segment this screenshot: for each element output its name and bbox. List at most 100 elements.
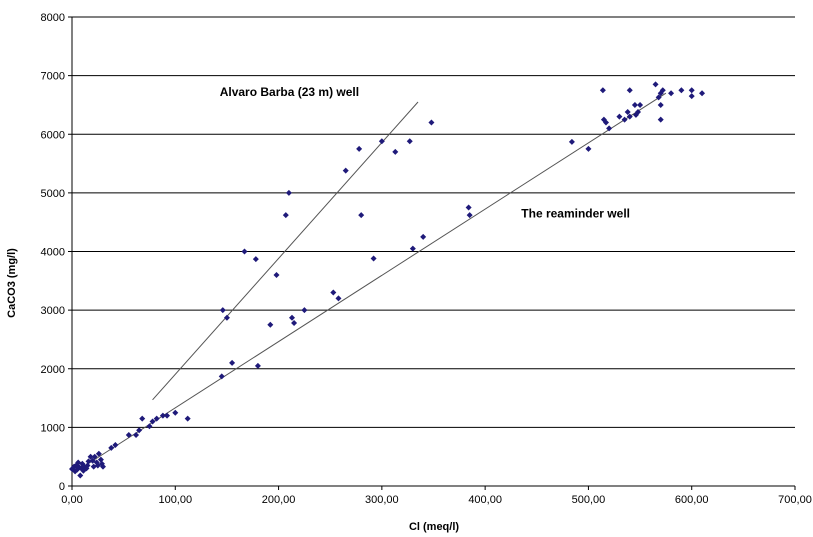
data-point [678,87,685,94]
data-point [699,90,706,97]
data-point [655,94,662,101]
data-point [159,412,166,419]
data-point [139,415,146,422]
data-point [621,116,628,123]
data-point [291,320,298,327]
data-point [657,101,664,108]
data-point [112,441,119,448]
data-point [688,93,695,100]
x-tick-label: 600,00 [675,494,709,506]
data-point [392,148,399,155]
data-point [99,463,106,470]
data-point [626,87,633,94]
y-tick-label: 7000 [41,71,65,83]
data-point [668,90,675,97]
data-point [568,138,575,145]
data-point [465,204,472,211]
data-point [172,409,179,416]
data-point [688,87,695,94]
data-point [659,87,666,94]
x-tick-label: 100,00 [158,494,192,506]
data-point [254,362,261,369]
data-point [370,255,377,262]
x-tick-label: 500,00 [572,494,606,506]
data-point [108,444,115,451]
x-tick-label: 300,00 [365,494,399,506]
data-point [285,189,292,196]
data-point [164,412,171,419]
data-point [95,450,102,457]
data-point [652,81,659,88]
y-tick-label: 2000 [41,364,65,376]
data-point [87,453,94,460]
y-tick-label: 6000 [41,129,65,141]
data-point [330,289,337,296]
x-tick-label: 700,00 [778,494,812,506]
data-point [146,423,153,430]
data-point [273,271,280,278]
data-point [406,138,413,145]
data-point [631,101,638,108]
data-point [85,458,92,465]
data-point [77,472,84,479]
data-point [223,314,230,321]
annotations: Alvaro Barba (23 m) well The reaminder we… [220,85,630,220]
y-tick-label: 4000 [41,247,65,259]
data-point [637,101,644,108]
x-tick-label: 0,00 [61,494,82,506]
data-point [626,113,633,120]
x-tick-label: 200,00 [262,494,296,506]
data-point [125,431,132,438]
data-point [97,456,104,463]
y-tick-label: 3000 [41,305,65,317]
data-point [616,113,623,120]
data-point [301,307,308,314]
y-tick-label: 0 [59,481,65,493]
data-point [606,125,613,132]
data-point [133,431,140,438]
y-tick-label: 8000 [41,12,65,24]
data-point [153,415,160,422]
data-point [149,418,156,425]
y-tick-label: 5000 [41,188,65,200]
data-point [342,167,349,174]
data-point [184,415,191,422]
data-point [229,359,236,366]
annotation-label: The reaminder well [521,206,630,220]
x-tick-labels: 0,00 100,00 200,00 300,00 400,00 500,00 600,00… [61,494,812,506]
data-point [466,212,473,219]
data-point [585,145,592,152]
trendline [76,92,667,472]
data-point [599,87,606,94]
y-tick-label: 1000 [41,422,65,434]
data-point [635,108,642,115]
data-point [356,145,363,152]
data-point [409,245,416,252]
data-point [428,119,435,126]
trendlines [76,92,667,472]
trendline [152,101,419,401]
data-point [358,212,365,219]
y-axis-title: CaCO3 (mg/l) [6,248,18,318]
data-point [252,256,259,263]
data-point [335,295,342,302]
y-tick-labels: 0 1000 2000 3000 4000 5000 6000 7000 8000 [41,12,65,493]
data-point [241,248,248,255]
data-point [602,119,609,126]
data-point [267,321,274,328]
data-point [282,212,289,219]
gridlines [72,16,795,428]
x-tick-label: 400,00 [468,494,502,506]
data-point [219,307,226,314]
data-point [91,453,98,460]
data-point [378,138,385,145]
data-point [624,108,631,115]
axes [68,16,796,490]
data-point [136,427,143,434]
data-point [288,314,295,321]
data-point [420,233,427,240]
data-point [84,462,91,469]
annotation-label: Alvaro Barba (23 m) well [220,85,359,99]
x-axis-title: Cl (meq/l) [409,521,459,533]
